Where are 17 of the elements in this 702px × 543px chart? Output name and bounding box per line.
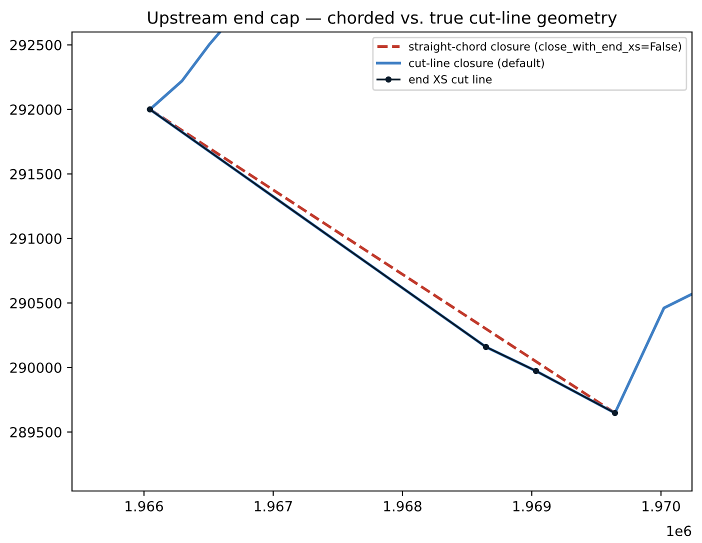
y-tick-label: 290000 (10, 362, 62, 373)
y-tick-label: 291500 (10, 168, 62, 180)
x-tick-label: 1.969 (513, 500, 551, 512)
y-tick-label: 292500 (10, 40, 62, 50)
y-tick-label: 291000 (10, 233, 62, 244)
legend-label: straight-chord closure (close_with_end_xs=False) (409, 42, 682, 54)
x-tick-label: 1.966 (126, 500, 163, 512)
chart-title: Upstream end cap — chorded vs. true cut-line geometry (148, 11, 617, 28)
x-tick-label: 1.968 (384, 500, 422, 512)
text: 1e6 (667, 526, 692, 536)
x-tick-label: 1.967 (254, 500, 292, 512)
y-tick-label: 290500 (10, 298, 62, 308)
legend-label: cut-line closure (default) (409, 58, 544, 69)
y-tick-label: 292000 (10, 104, 62, 115)
y-tick-label: 289500 (10, 426, 62, 438)
x-tick-label: 1.970 (642, 500, 680, 512)
legend-label: end XS cut line (409, 74, 492, 84)
